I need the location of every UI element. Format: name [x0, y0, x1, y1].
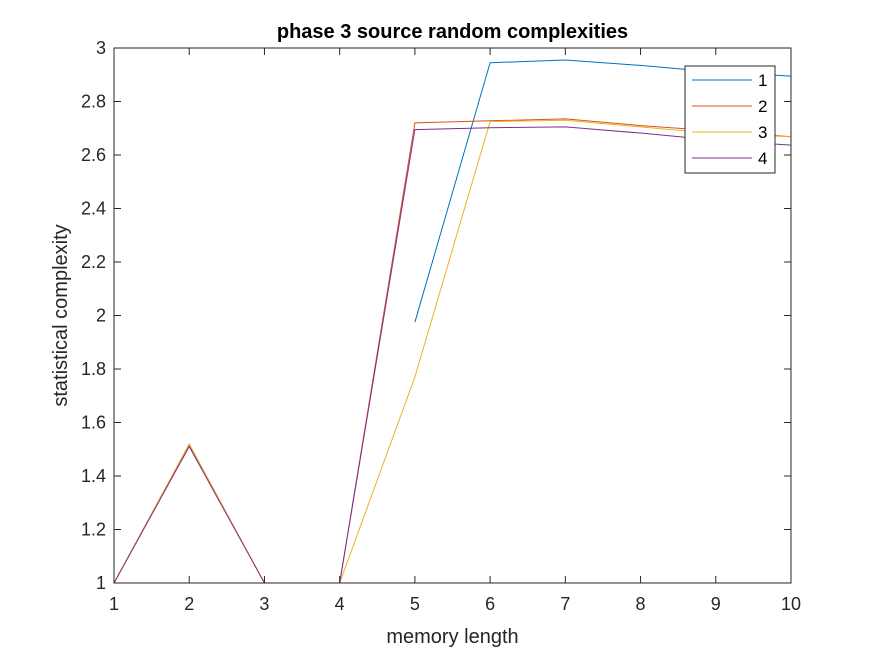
- series-lines: [113, 59, 792, 584]
- series-line-3: [113, 119, 792, 584]
- x-tick-label: 2: [184, 594, 194, 614]
- y-tick-label: 2: [96, 306, 106, 326]
- y-axis-label: statistical complexity: [50, 224, 72, 406]
- y-tick-label: 2.2: [81, 252, 106, 272]
- x-tick-label: 1: [109, 594, 119, 614]
- x-tick-label: 3: [259, 594, 269, 614]
- y-tick-label: 1.8: [81, 359, 106, 379]
- legend-label: 4: [758, 149, 767, 168]
- y-tick-label: 1.2: [81, 520, 106, 540]
- x-axis-label: memory length: [386, 626, 518, 648]
- y-tick-label: 2.4: [81, 199, 106, 219]
- chart-title: phase 3 source random complexities: [277, 21, 628, 43]
- legend-label: 2: [758, 97, 767, 116]
- y-tick-label: 3: [96, 38, 106, 58]
- series-line-4: [113, 126, 792, 584]
- x-tick-label: 7: [560, 594, 570, 614]
- x-tick-label: 5: [410, 594, 420, 614]
- y-tick-label: 1.4: [81, 466, 106, 486]
- legend-box: [684, 65, 776, 174]
- y-tick-label: 2.6: [81, 145, 106, 165]
- legend: 1 2 3 4: [684, 65, 776, 174]
- y-tick-label: 1: [96, 573, 106, 593]
- x-tick-label: 10: [781, 594, 801, 614]
- x-tick-label: 4: [335, 594, 345, 614]
- legend-label: 3: [758, 123, 767, 142]
- x-tick-label: 6: [485, 594, 495, 614]
- y-tick-label: 2.8: [81, 92, 106, 112]
- legend-label: 1: [758, 71, 767, 90]
- legend-items: 1 2 3 4: [692, 71, 767, 168]
- x-tick-label: 9: [711, 594, 721, 614]
- y-tick-label: 1.6: [81, 413, 106, 433]
- axis-ticks: 1 2 3 4 5 6 7 8 9 10 1 1.2 1.4 1.6 1.8 2 2.2 2.4 2.6 2.8 3: [81, 38, 801, 614]
- x-tick-label: 8: [636, 594, 646, 614]
